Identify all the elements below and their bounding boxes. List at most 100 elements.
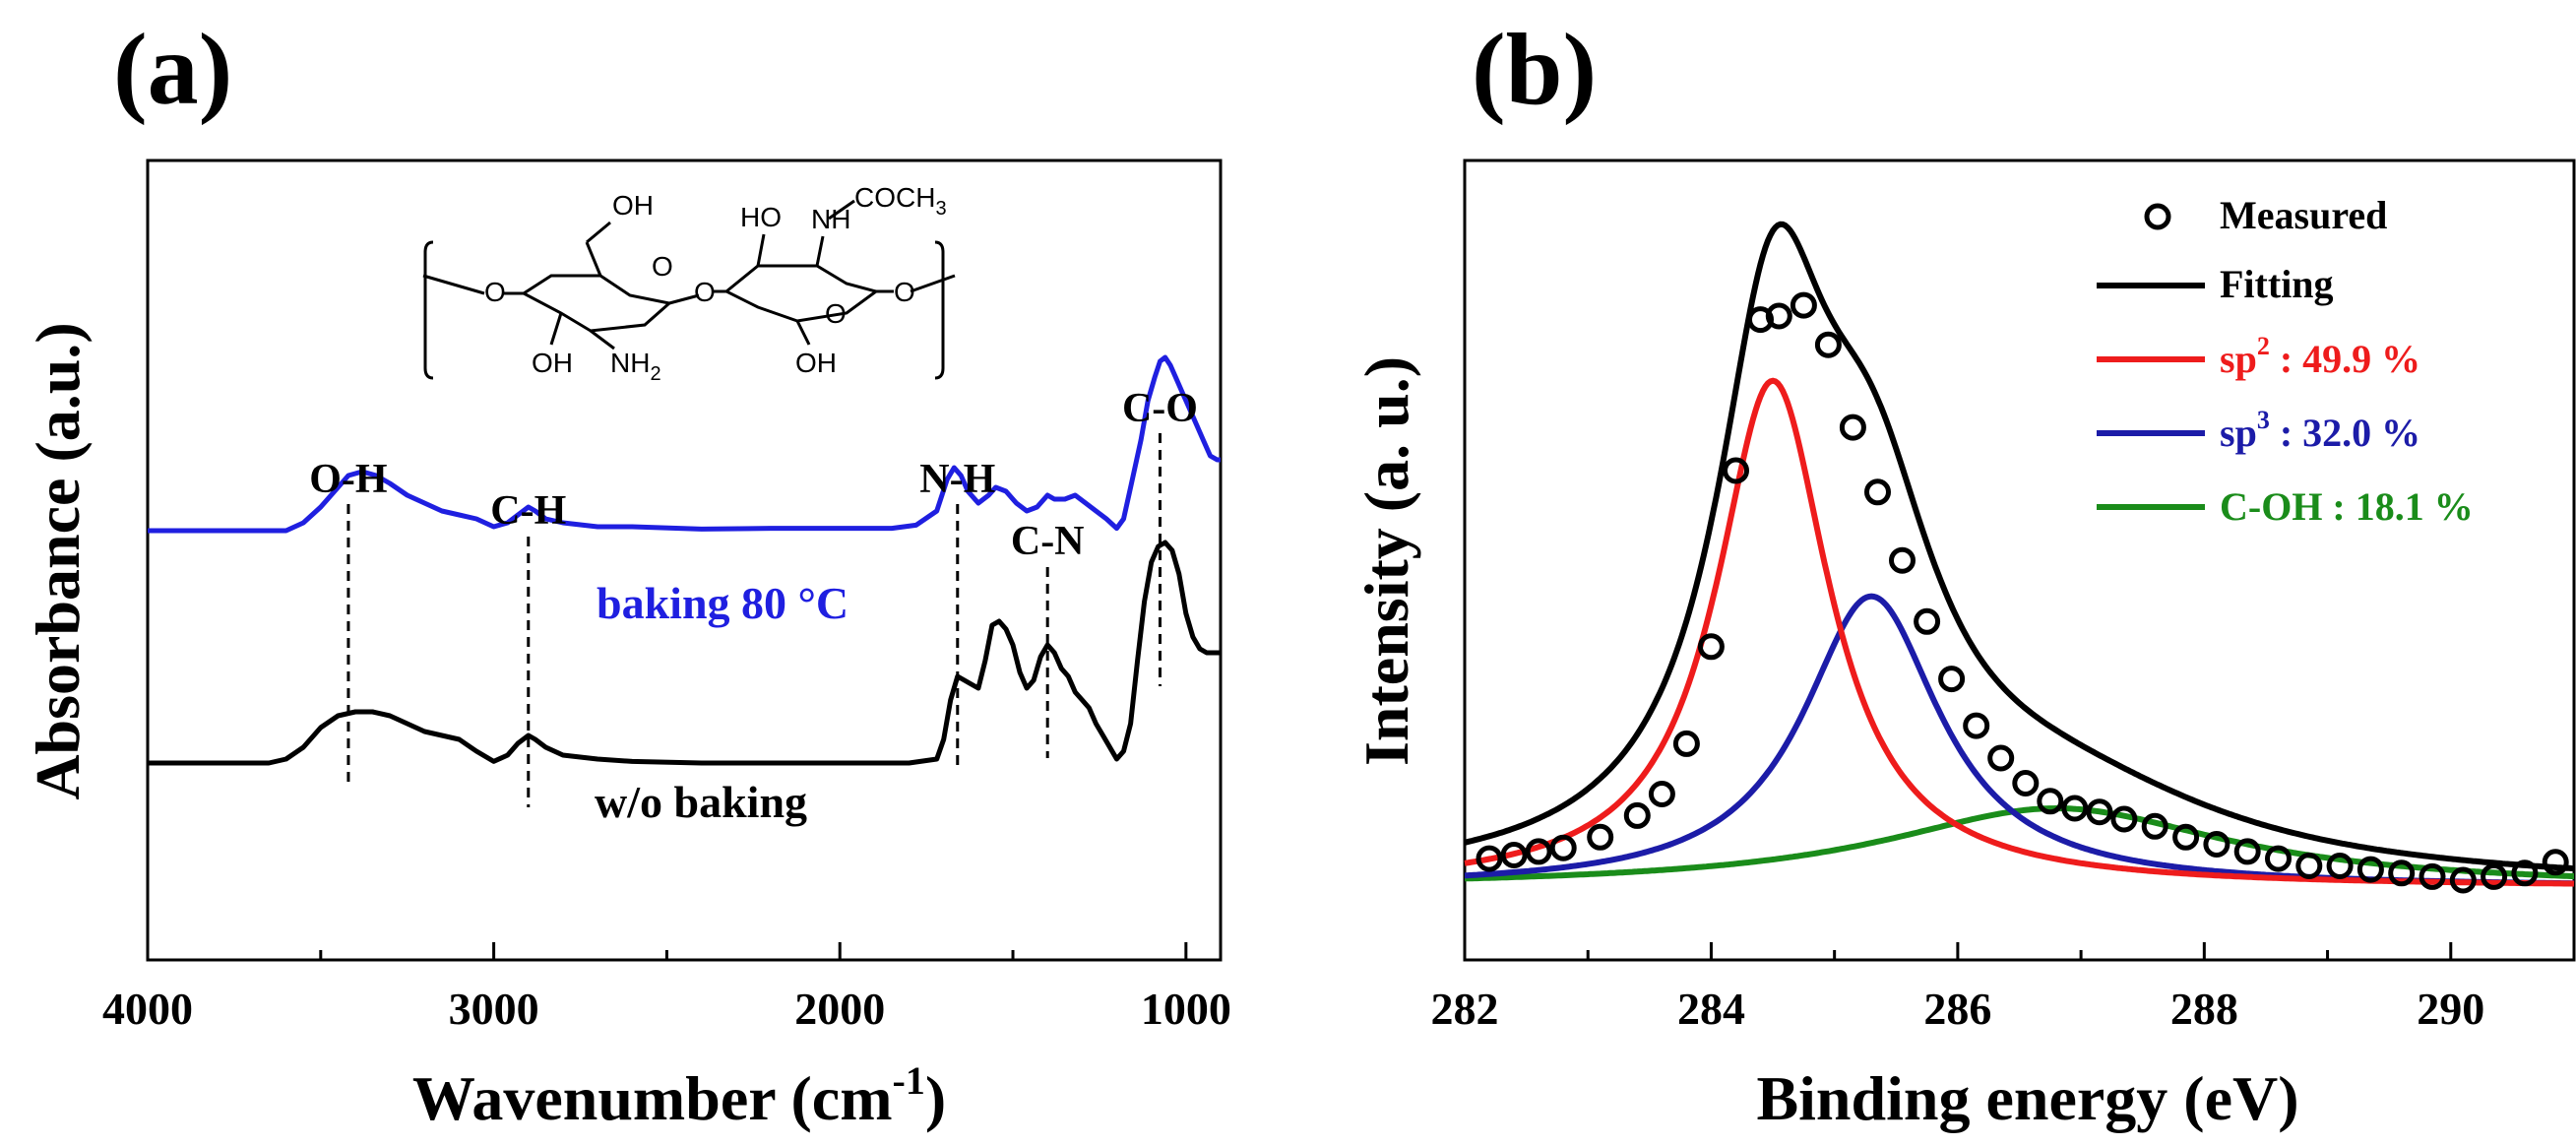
bond-nh [815, 235, 825, 267]
measured-point [2265, 845, 2292, 872]
label-oh-top: OH [612, 190, 654, 221]
panel-a-x-tick-label: 2000 [794, 984, 885, 1034]
measured-point [1723, 457, 1749, 484]
legend-label-sp2: sp2 : 49.9 % [2220, 332, 2420, 381]
bond-nh2 [590, 329, 615, 350]
measured-point [2086, 798, 2113, 826]
measured-point [2203, 831, 2230, 858]
panel-b: (b) 282 284 286 288 290 Measured Fitting sp2… [1351, 13, 2576, 1133]
measured-point [1963, 712, 1990, 739]
measured-point [2172, 823, 2200, 851]
measured-point [2419, 862, 2446, 890]
panel-b-x-tick-label: 288 [2170, 984, 2238, 1034]
measured-point [1814, 331, 1842, 358]
measured-point [1790, 291, 1817, 319]
panel-a-x-tick-label: 4000 [102, 984, 193, 1034]
bracket-left [423, 240, 434, 380]
label-baking-80c: baking 80 °C [597, 578, 848, 628]
measured-point [1839, 414, 1866, 441]
measured-point [2061, 795, 2089, 822]
label-oh-bottom: OH [532, 348, 573, 378]
bond-right-end [910, 274, 956, 293]
bond-ho-right [756, 233, 766, 267]
measured-point [1914, 607, 1941, 635]
panel-a-label: (a) [113, 13, 232, 126]
measured-point [2037, 788, 2064, 815]
panel-b-series [1464, 221, 2575, 887]
panel-b-x-tick-label: 284 [1677, 984, 1745, 1034]
measured-point [1549, 834, 1577, 861]
measured-point [2481, 862, 2508, 890]
panel-b-x-tick-label: 286 [1923, 984, 1991, 1034]
measured-point [2110, 805, 2138, 833]
label-oh-bottom-right: OH [795, 348, 837, 378]
measured-point [1623, 801, 1651, 829]
measured-point [1648, 781, 1675, 807]
series-line [148, 354, 1221, 534]
measured-point [1697, 633, 1725, 661]
fitting-line [1464, 221, 2575, 872]
measured-point [1672, 730, 1700, 757]
legend-label-sp3: sp3 : 32.0 % [2220, 406, 2420, 455]
bond-acetyl [828, 199, 855, 221]
label-without-baking: w/o baking [595, 777, 807, 827]
panel-b-x-tick-label: 282 [1431, 984, 1499, 1034]
measured-point [1525, 838, 1552, 865]
annotation-c-n: C-N [1011, 519, 1085, 564]
panel-b-x-axis-label: Binding energy (eV) [1756, 1063, 2298, 1133]
panel-b-y-axis-label: Intensity (a. u.) [1351, 356, 1421, 766]
measured-point [1765, 302, 1792, 330]
measured-point [2449, 866, 2477, 894]
bond-ch2 [585, 241, 602, 277]
panel-a-x-tick-label: 1000 [1141, 984, 1231, 1034]
annotation-o-h: O-H [309, 457, 387, 502]
panel-b-tick-labels: 282 284 286 288 290 [1431, 984, 2485, 1034]
legend-label-c-oh: C-OH : 18.1 % [2220, 484, 2474, 529]
measured-point [2295, 853, 2323, 879]
panel-a-plot-frame [146, 159, 1223, 962]
legend: Measured Fitting sp2 : 49.9 % sp3 : 32.0… [2097, 193, 2474, 529]
measured-point [1987, 744, 2015, 772]
component-C-OH [1464, 804, 2574, 882]
label-coch: COCH3 [854, 182, 947, 220]
label-o-right: O [894, 277, 915, 307]
measured-point [2141, 812, 2168, 840]
measured-point [2012, 770, 2040, 796]
label-nh2: NH2 [610, 348, 661, 385]
bracket-right [934, 240, 945, 380]
bond-oh-left [549, 312, 563, 346]
annotation-n-h: N-H [919, 457, 995, 502]
measured-point [1587, 823, 1614, 851]
bond-left-end [422, 274, 485, 295]
panel-a-x-axis-label: Wavenumber (cm-1) [412, 1058, 946, 1133]
panel-a-series [148, 354, 1221, 766]
component-sp2 [1464, 377, 2575, 887]
series-line [148, 540, 1221, 766]
annotation-c-o: C-O [1122, 386, 1198, 431]
panel-a-tick-labels: 4000 3000 2000 1000 [102, 984, 1231, 1034]
label-o-ring-left: O [652, 251, 673, 282]
measured-point [1889, 546, 1916, 574]
measured-point [2326, 853, 2354, 879]
ring-right [723, 264, 880, 323]
measured-point [2233, 838, 2261, 865]
annotation-c-h: C-H [490, 488, 566, 534]
chitosan-structure [422, 199, 956, 380]
label-o-left: O [484, 277, 506, 307]
panel-a: (a) 4000 3000 2000 1000 O-H C-H N-H C-N C-O… [23, 13, 1231, 1133]
measured-point [1864, 478, 1891, 506]
label-ho: HO [740, 202, 782, 232]
legend-marker-measured [2144, 203, 2171, 230]
ring-left [521, 274, 673, 333]
label-o-ring-right: O [825, 298, 847, 329]
panel-b-x-tick-label: 290 [2417, 984, 2484, 1034]
legend-label-measured: Measured [2220, 193, 2387, 237]
panel-a-ticks [146, 942, 1188, 960]
measured-point [1938, 666, 1966, 693]
bond-ch2-oh [586, 221, 611, 244]
measured-point [2542, 849, 2569, 876]
bond-glycosidic-1 [668, 293, 700, 305]
legend-label-fitting: Fitting [2220, 262, 2334, 306]
panel-a-x-tick-label: 3000 [449, 984, 539, 1034]
